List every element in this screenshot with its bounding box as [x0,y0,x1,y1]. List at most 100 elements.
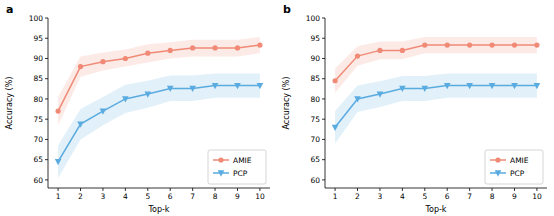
x-tick-label: 10 [532,192,542,201]
x-tick [215,188,216,191]
point [55,108,60,113]
point [235,45,240,50]
x-axis [48,188,270,189]
panel: b606570758085909510012345678910Top-kAccu… [282,3,547,214]
y-tick-label: 65 [310,155,320,164]
x-tick-label: 7 [467,192,472,201]
point [422,43,427,48]
x-tick-label: 3 [101,192,106,201]
point [212,83,219,89]
x-tick [147,188,148,191]
x-tick-label: 7 [190,192,195,201]
point [445,43,450,48]
x-tick-label: 6 [168,192,173,201]
confidence-band [335,73,537,143]
plot-area [332,37,540,143]
x-tick [170,188,171,191]
series-line [58,45,260,111]
y-tick [322,119,325,120]
series-line [335,86,537,128]
y-tick-label: 90 [33,54,43,63]
x-tick-label: 10 [255,192,265,201]
x-tick [492,188,493,191]
y-tick-label: 75 [33,115,43,124]
x-tick-label: 2 [355,192,360,201]
point [77,121,84,127]
x-tick [514,188,515,191]
y-tick [322,38,325,39]
x-tick-label: 8 [490,192,495,201]
point [257,83,264,89]
point [100,59,105,64]
legend-marker [218,170,225,176]
x-tick-label: 4 [123,192,128,201]
y-axis-label: Accuracy (%) [5,77,14,130]
legend-label: AMIE [510,156,529,165]
y-tick [45,18,48,19]
y-tick-label: 60 [33,176,43,185]
point [399,86,406,92]
point [167,86,174,92]
x-tick [102,188,103,191]
x-axis-label: Top-k [424,205,446,214]
x-tick [58,188,59,191]
y-tick-label: 80 [310,95,320,104]
y-axis [48,18,49,188]
y-tick-label: 80 [33,95,43,104]
legend-marker [495,157,500,162]
point [55,159,62,165]
y-tick-label: 70 [310,135,320,144]
point [145,51,150,56]
x-tick [536,188,537,191]
x-axis-label: Top-k [147,205,169,214]
y-tick-label: 100 [306,14,321,23]
panel-label: a [6,3,13,16]
x-tick-label: 1 [333,192,338,201]
x-tick [447,188,448,191]
x-tick-label: 5 [145,192,150,201]
x-tick-label: 5 [422,192,427,201]
y-tick [45,159,48,160]
point [489,83,496,89]
y-tick-label: 95 [33,34,43,43]
y-tick-label: 70 [33,135,43,144]
x-axis [325,188,547,189]
x-tick [237,188,238,191]
point [467,43,472,48]
point [189,86,196,92]
point [355,53,360,58]
x-tick [379,188,380,191]
point [444,83,451,89]
y-tick [322,179,325,180]
point [122,96,129,102]
series-line [335,45,537,81]
x-tick [80,188,81,191]
point [512,43,517,48]
y-tick [322,58,325,59]
point [78,64,83,69]
y-tick-label: 75 [310,115,320,124]
point [400,48,405,53]
point [489,43,494,48]
legend-label: AMIE [233,156,252,165]
legend-box [208,150,266,184]
x-tick [259,188,260,191]
x-tick [424,188,425,191]
point [466,83,473,89]
point [212,45,217,50]
y-tick-label: 65 [33,155,43,164]
point [332,125,339,131]
figure: a606570758085909510012345678910Top-kAccu… [0,0,554,216]
panel: a606570758085909510012345678910Top-kAccu… [5,3,270,214]
point [511,83,518,89]
y-tick [45,98,48,99]
point [257,43,262,48]
x-tick-label: 3 [378,192,383,201]
point [377,91,384,97]
point [234,83,241,89]
x-tick [125,188,126,191]
y-tick [45,119,48,120]
y-tick [45,179,48,180]
legend-label: PCP [510,169,525,178]
panel-label: b [283,3,291,16]
